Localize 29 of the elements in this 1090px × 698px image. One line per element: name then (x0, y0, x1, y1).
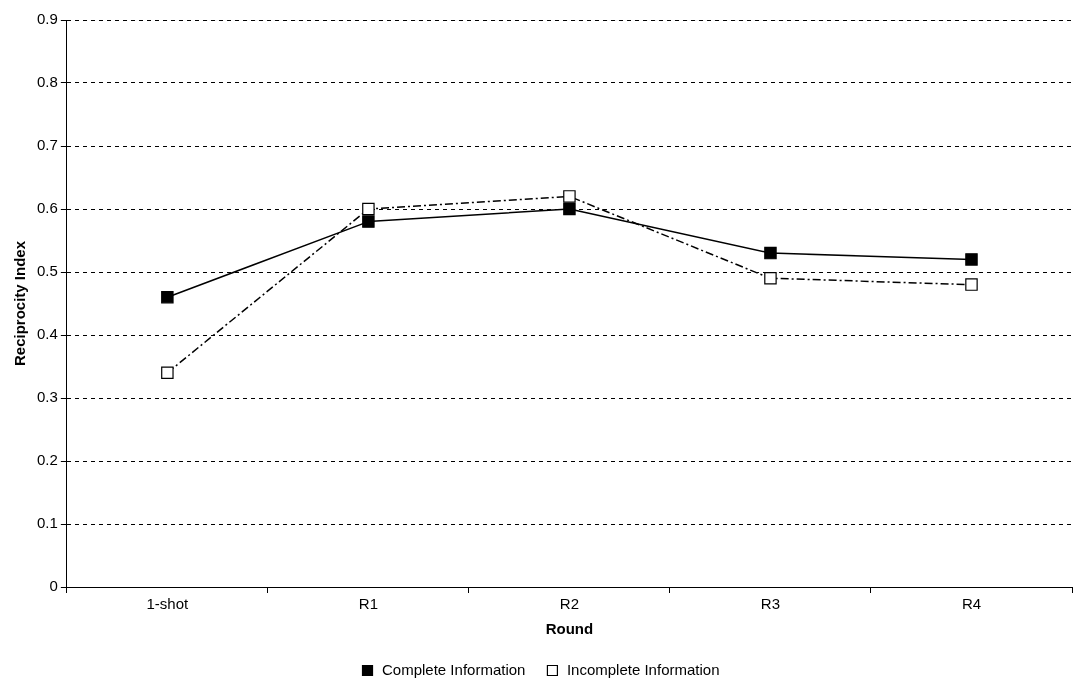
legend-label: Incomplete Information (566, 660, 720, 678)
y-tick-label: 0.3 (36, 388, 58, 406)
y-tick-label: 0 (49, 577, 58, 595)
legend-label: Complete Information (382, 660, 526, 678)
point (563, 190, 576, 203)
y-tick-label: 0.5 (36, 262, 58, 280)
y-tick-label: 0.6 (36, 199, 58, 217)
y-tick-label: 0.4 (36, 325, 58, 343)
point (764, 246, 777, 260)
point (362, 202, 375, 216)
y-axis-title: Reciprocity Index (11, 240, 29, 367)
point (965, 253, 978, 266)
y-tick-label: 0.7 (36, 136, 58, 154)
y-tick-label: 0.2 (36, 451, 58, 469)
point (362, 215, 375, 228)
point (764, 272, 777, 285)
x-tick-label: R2 (559, 595, 580, 613)
point (563, 202, 576, 216)
point (161, 366, 174, 380)
x-tick-label: R1 (358, 595, 378, 613)
x-axis-title: Round (545, 620, 594, 638)
point (965, 278, 978, 291)
x-tick-label: 1-shot (146, 595, 190, 613)
y-tick-label: 0.1 (36, 514, 58, 532)
x-tick-label: R4 (961, 595, 982, 613)
y-tick-label: 0.8 (36, 73, 58, 91)
x-tick-label: R3 (760, 595, 781, 613)
point (161, 290, 174, 304)
y-tick-label: 0.9 (36, 10, 58, 28)
